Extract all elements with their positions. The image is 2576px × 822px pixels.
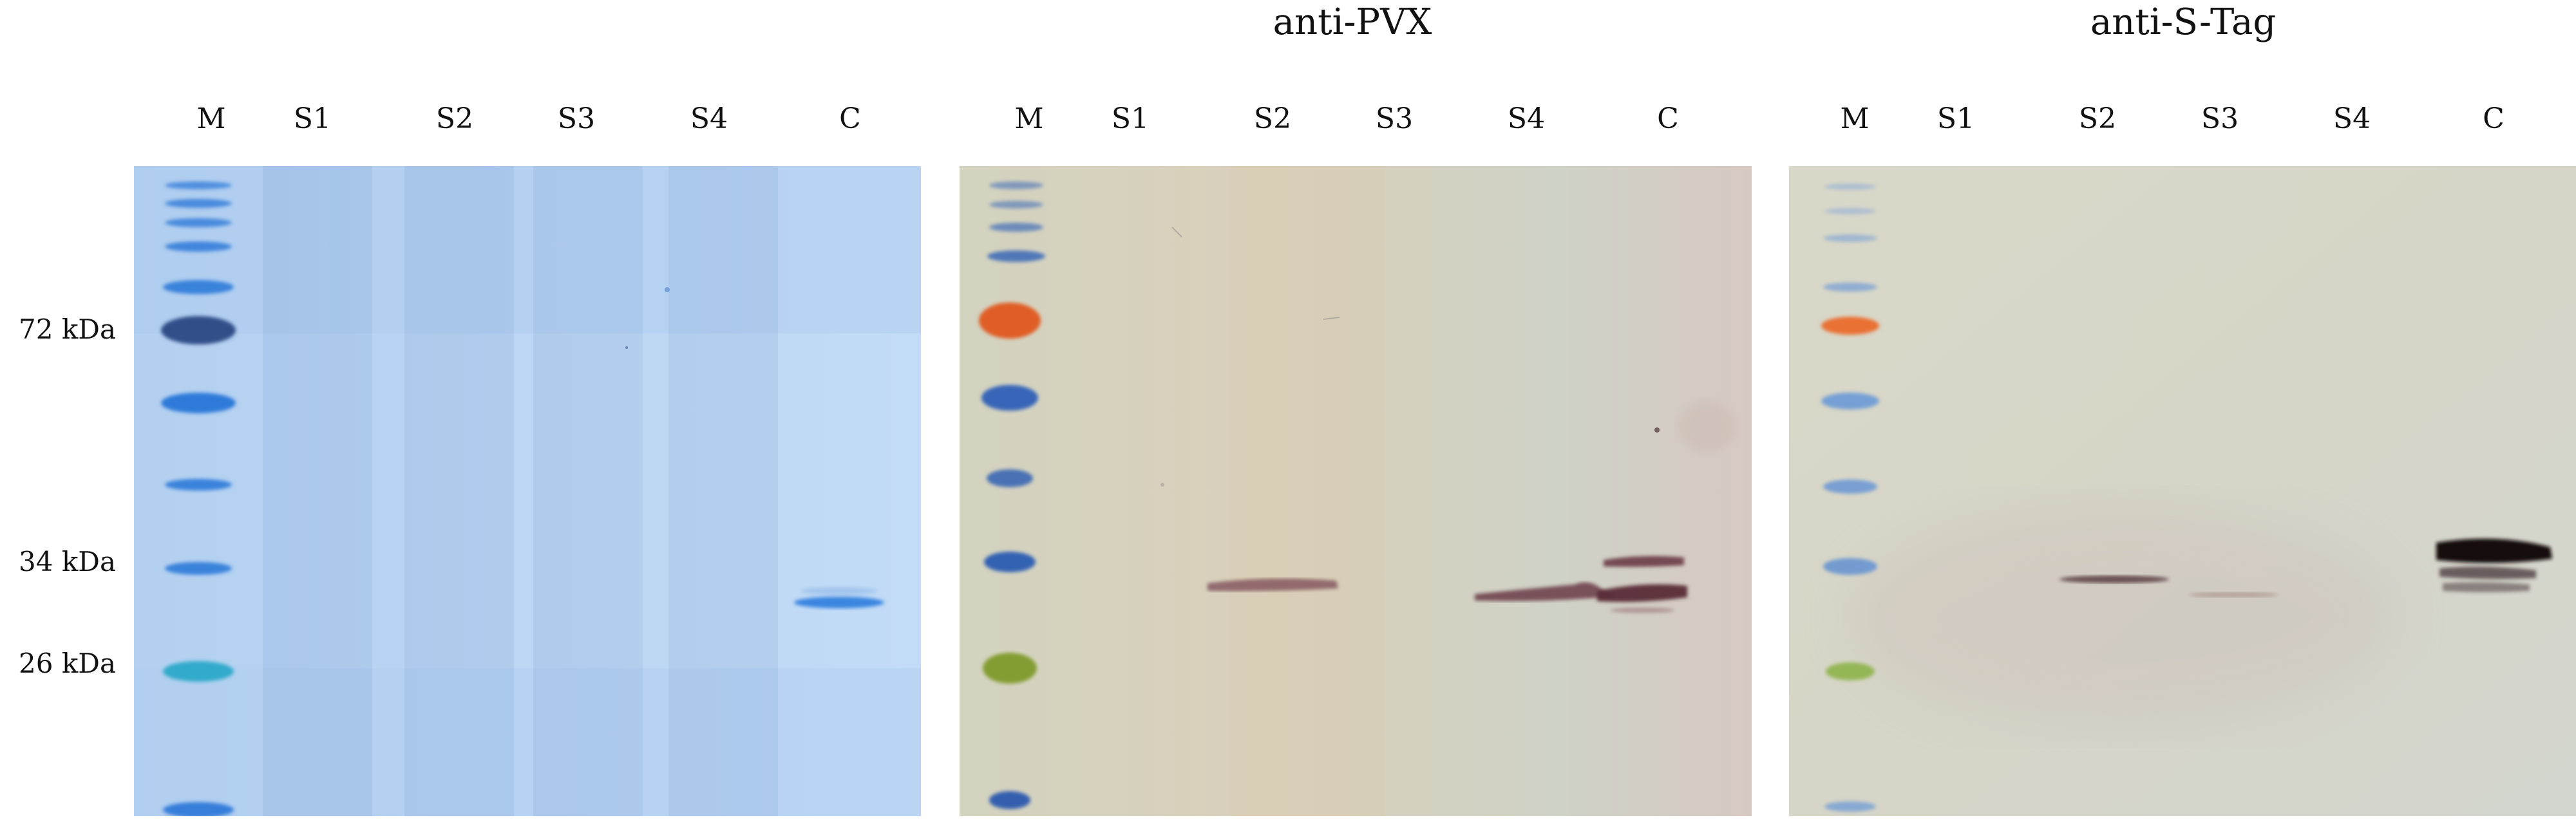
lane-label-c: C bbox=[839, 102, 861, 135]
gel-image-coomassie bbox=[134, 166, 921, 816]
panel-title-anti-stag: anti-S-Tag bbox=[2090, 1, 2277, 43]
lane-label-s2: S2 bbox=[1253, 102, 1292, 135]
marker-label-34kda: 34 kDa bbox=[19, 546, 116, 577]
lane-label-s3: S3 bbox=[1375, 102, 1414, 135]
gel-image-anti-stag bbox=[1789, 166, 2576, 816]
lane-label-c: C bbox=[1657, 102, 1679, 135]
marker-label-72kda: 72 kDa bbox=[19, 313, 116, 345]
lane-label-s1: S1 bbox=[293, 102, 332, 135]
lane-label-s3: S3 bbox=[2201, 102, 2239, 135]
lane-label-m: M bbox=[196, 102, 226, 135]
lane-label-s2: S2 bbox=[435, 102, 474, 135]
lane-label-s2: S2 bbox=[2078, 102, 2117, 135]
lane-label-s3: S3 bbox=[557, 102, 596, 135]
lane-label-s4: S4 bbox=[690, 102, 728, 135]
lane-label-s1: S1 bbox=[1937, 102, 1975, 135]
gel-image-anti-pvx bbox=[960, 166, 1752, 816]
lane-label-s4: S4 bbox=[1507, 102, 1546, 135]
lane-label-c: C bbox=[2483, 102, 2505, 135]
panel-title-anti-pvx: anti-PVX bbox=[1273, 1, 1432, 43]
lane-label-m: M bbox=[1014, 102, 1044, 135]
marker-label-26kda: 26 kDa bbox=[19, 648, 116, 679]
lane-label-s4: S4 bbox=[2333, 102, 2371, 135]
lane-label-s1: S1 bbox=[1111, 102, 1150, 135]
lane-label-m: M bbox=[1840, 102, 1870, 135]
